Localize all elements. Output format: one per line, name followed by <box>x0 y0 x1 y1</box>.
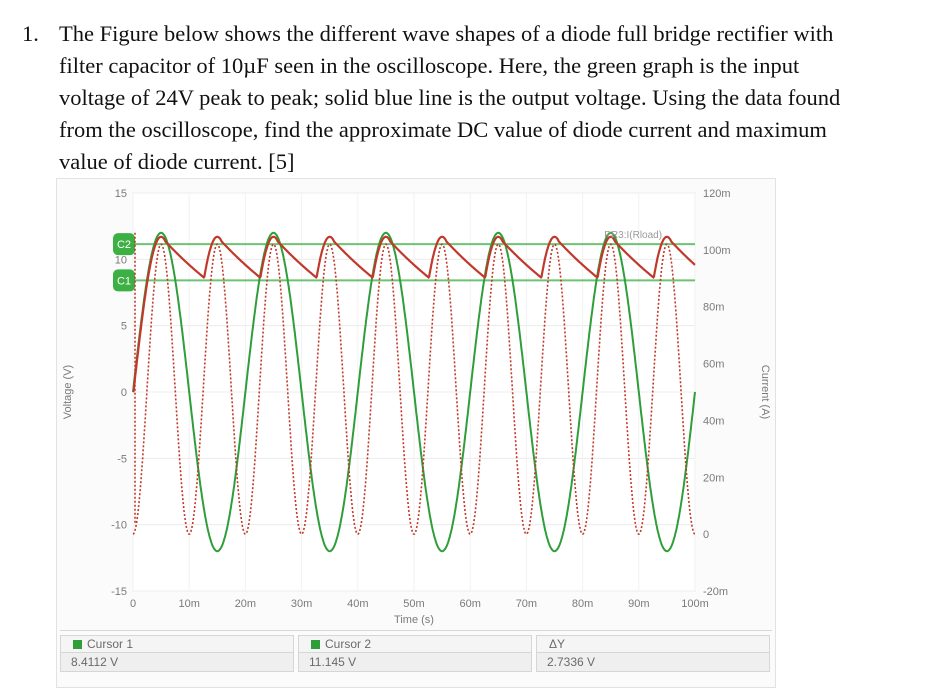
delta-header: ΔY <box>536 635 770 652</box>
output-voltage-line <box>132 235 696 393</box>
x-tick-label: 20m <box>235 598 256 610</box>
diode-current-line <box>132 243 696 535</box>
y-axis-label: Voltage (V) <box>62 365 74 419</box>
question-line: from the oscilloscope, find the approxim… <box>59 117 827 142</box>
y-right-tick-label: 20m <box>703 472 724 484</box>
y-right-tick-label: -20m <box>703 586 728 598</box>
cursor2-value: 11.145 V <box>298 652 532 672</box>
cursor1-value: 8.4112 V <box>60 652 294 672</box>
delta-box: ΔY 2.7336 V <box>536 635 770 675</box>
cursor-panel: Cursor 1 8.4112 V Cursor 2 11.145 V ΔY 2… <box>60 630 772 679</box>
x-tick-label: 80m <box>572 598 593 610</box>
x-tick-label: 0 <box>130 598 136 610</box>
y-right-tick-label: 60m <box>703 359 724 371</box>
y-right-axis-label: Current (A) <box>759 365 771 419</box>
cursor1-header: Cursor 1 <box>60 635 294 652</box>
cursor-marker-label: C2 <box>117 239 131 251</box>
cursor2-box[interactable]: Cursor 2 11.145 V <box>298 635 532 675</box>
x-tick-label: 10m <box>178 598 199 610</box>
y-right-tick-label: 0 <box>703 529 709 541</box>
question-line: The Figure below shows the different wav… <box>59 21 834 46</box>
cursor-marker-c2 <box>113 233 135 256</box>
x-tick-label: 90m <box>628 598 649 610</box>
question-line: voltage of 24V peak to peak; solid blue … <box>59 85 841 110</box>
y-tick-label: 0 <box>121 387 127 399</box>
cursor-marker-c1 <box>113 269 135 292</box>
x-tick-label: 30m <box>291 598 312 610</box>
oscilloscope-figure: 15 10 5 0 -5 -10 -15 120m 100m 80m 60m 40m 20m 0 -20m 0… <box>56 178 776 688</box>
question-number: 1. <box>22 21 39 46</box>
cursor-marker-label: C1 <box>117 275 131 287</box>
y-right-tick-label: 120m <box>703 188 731 200</box>
y-tick-label: 15 <box>115 188 127 200</box>
x-tick-label: 50m <box>403 598 424 610</box>
oscilloscope-chart: 15 10 5 0 -5 -10 -15 120m 100m 80m 60m 40m 20m 0 -20m 0… <box>62 188 771 626</box>
y-tick-label: 5 <box>121 321 127 333</box>
cursor1-box[interactable]: Cursor 1 8.4112 V <box>60 635 294 675</box>
y-tick-label: 10 <box>115 254 127 266</box>
cursor2-swatch <box>311 640 320 649</box>
y-right-tick-label: 80m <box>703 302 724 314</box>
question-line: value of diode current. [5] <box>59 149 295 174</box>
x-tick-label: 100m <box>681 598 709 610</box>
x-tick-label: 70m <box>516 598 537 610</box>
delta-value: 2.7336 V <box>536 652 770 672</box>
cursor2-header: Cursor 2 <box>298 635 532 652</box>
y-tick-label: -5 <box>117 453 127 465</box>
question-line: filter capacitor of 10µF seen in the osc… <box>59 53 800 78</box>
y-tick-label: -10 <box>111 520 127 532</box>
cursor2-label: Cursor 2 <box>325 637 372 651</box>
y-right-tick-label: 40m <box>703 415 724 427</box>
cursor1-label: Cursor 1 <box>87 637 134 651</box>
y-tick-label: -15 <box>111 586 127 598</box>
cursor1-swatch <box>73 640 82 649</box>
y-right-tick-label: 100m <box>703 245 731 257</box>
x-tick-label: 60m <box>459 598 480 610</box>
x-tick-label: 40m <box>347 598 368 610</box>
x-axis-label: Time (s) <box>394 614 434 626</box>
series-annotation: PR3:I(Rload) <box>604 230 662 241</box>
question-text: The Figure below shows the different wav… <box>59 18 909 178</box>
